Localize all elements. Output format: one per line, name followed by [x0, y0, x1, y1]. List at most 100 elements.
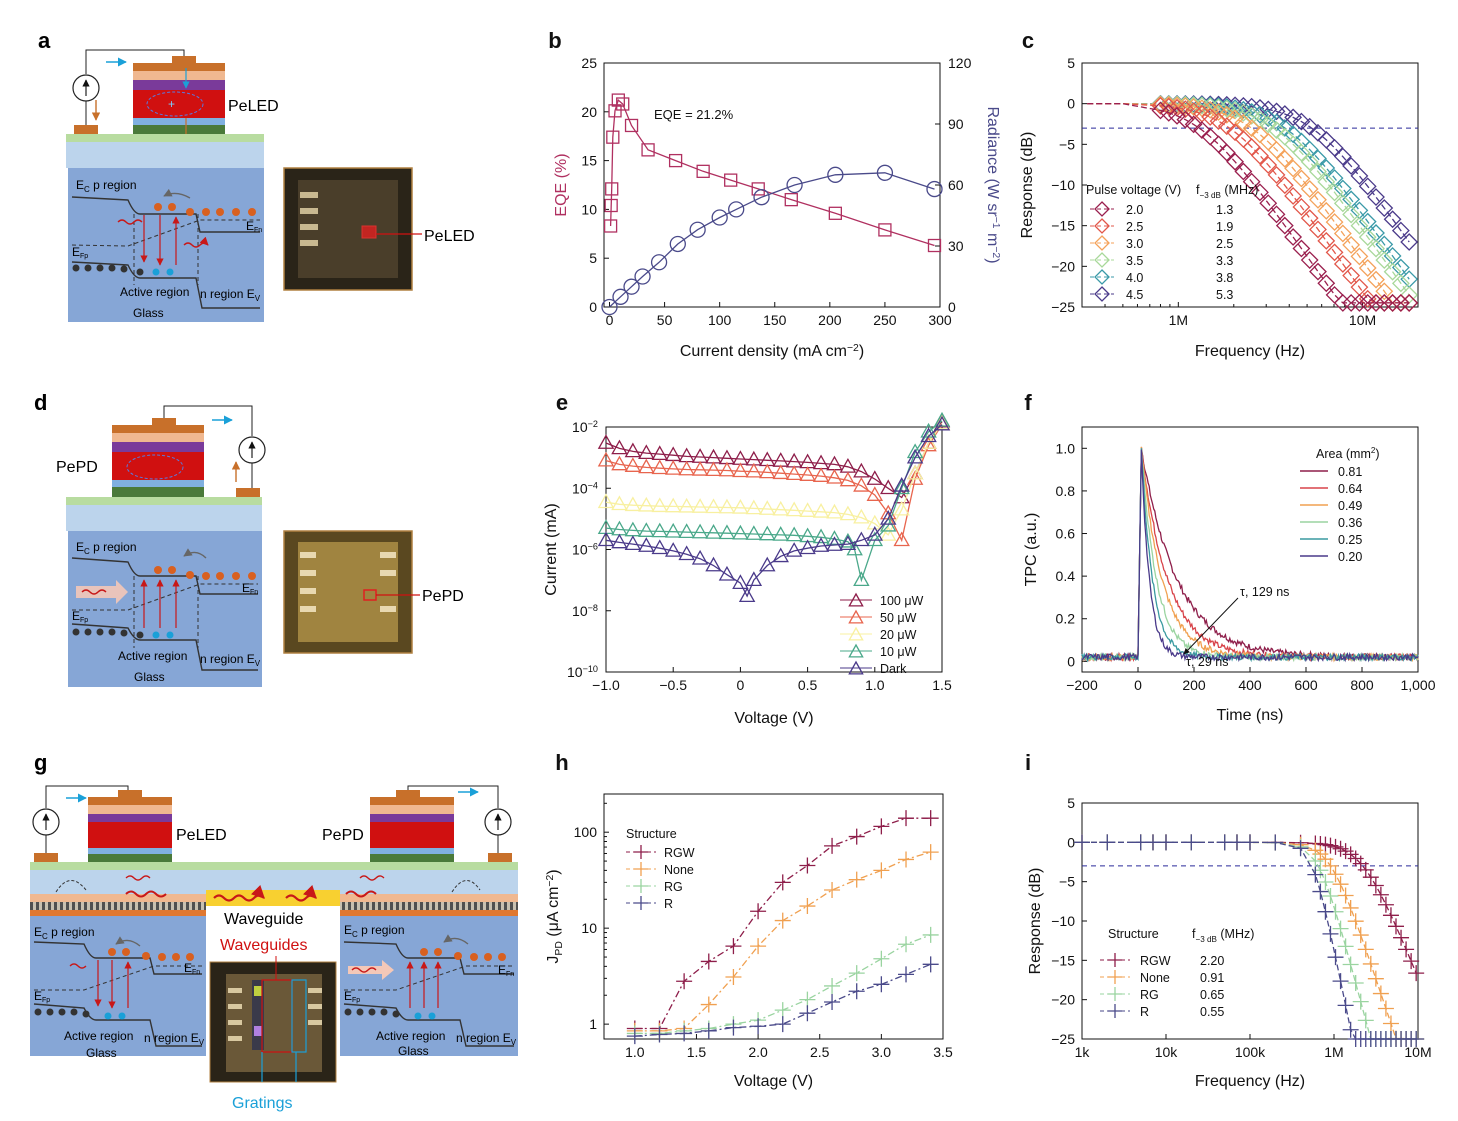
e-legend-marker	[848, 626, 864, 641]
e-point	[705, 556, 722, 572]
h-point	[848, 828, 865, 845]
i-point	[1342, 1021, 1359, 1038]
i-legend-title2: f−3 dB (MHz)	[1192, 927, 1254, 944]
e-xtick-label: −1.0	[592, 677, 620, 693]
panel-a-schematic: a + PeLED	[38, 28, 475, 322]
h-point	[898, 936, 915, 953]
c-point	[1400, 233, 1419, 251]
e-point	[880, 479, 897, 495]
svg-text:EFn: EFn	[242, 581, 258, 596]
h-point	[774, 1016, 791, 1033]
c-legend-name: 3.0	[1126, 237, 1143, 251]
b-point	[611, 93, 625, 107]
c-point	[1317, 201, 1336, 220]
h-point	[898, 851, 915, 868]
panel-g-schematic: g PeLED PePD	[30, 750, 518, 1112]
f-series-line-5	[1081, 449, 1419, 663]
e-point	[785, 542, 803, 557]
e-point	[651, 445, 668, 461]
e-point	[718, 524, 736, 540]
b-point	[876, 164, 894, 181]
e-point	[624, 496, 642, 512]
i-point	[1362, 869, 1379, 886]
c-point	[1217, 143, 1236, 162]
f-series-line-0	[1081, 449, 1419, 663]
e-point	[866, 514, 884, 530]
b-point	[724, 173, 738, 187]
b-point	[623, 278, 640, 295]
f-series-line-4	[1081, 448, 1419, 663]
e-point	[664, 542, 682, 557]
waveguide-label: Waveguide	[224, 911, 304, 928]
h-point	[774, 912, 791, 929]
c-legend-marker	[1094, 269, 1110, 285]
i-point	[1393, 929, 1410, 946]
e-legend-name: Dark	[880, 662, 907, 676]
c-point	[1267, 121, 1286, 140]
b-y2label: Radiance (W sr−1 m−2)	[984, 106, 1001, 263]
h-point	[700, 1022, 717, 1039]
pepd-label: PePD	[56, 459, 98, 476]
h-ytick-label: 1	[589, 1016, 597, 1032]
h-xtick-label: 2.0	[748, 1044, 768, 1060]
c-point	[1317, 274, 1336, 293]
c-point	[1267, 141, 1286, 159]
h-point	[799, 857, 816, 874]
b-y2tick-label: 90	[948, 116, 964, 132]
h-point	[922, 926, 939, 943]
i-ytick-label: −5	[1059, 874, 1075, 890]
i-point	[1074, 834, 1090, 851]
i-legend-name: R	[1140, 1005, 1149, 1019]
i-point	[1158, 834, 1174, 851]
c-legend-name: 2.5	[1126, 220, 1143, 234]
svg-text:Glass: Glass	[134, 670, 165, 684]
b-point	[878, 223, 892, 237]
e-point	[745, 571, 763, 587]
f-legend-title: Area (mm2)	[1316, 446, 1380, 461]
c-legend-title: Pulse voltage (V)	[1086, 183, 1181, 197]
i-point	[1332, 973, 1349, 990]
c-point	[1259, 194, 1278, 213]
c-legend-marker	[1094, 286, 1110, 302]
h-point	[873, 950, 890, 967]
f-series-line-1	[1081, 447, 1419, 663]
b-point	[604, 198, 618, 213]
c-point	[1292, 169, 1311, 188]
svg-text:EC p region: EC p region	[76, 178, 137, 194]
h-legend-name: RG	[664, 880, 683, 894]
peled-photo-label: PeLED	[424, 228, 475, 245]
e-legend-name: 20 μW	[880, 628, 917, 642]
h-point	[922, 956, 939, 973]
f-legend-name: 0.25	[1338, 533, 1362, 547]
svg-text:Active region: Active region	[118, 649, 187, 663]
c-point	[1242, 106, 1261, 125]
c-ytick-label: 5	[1067, 55, 1075, 71]
svg-text:EFn: EFn	[498, 963, 514, 978]
i-point	[1342, 899, 1359, 916]
c-point	[1350, 294, 1369, 312]
f-xtick-label: 600	[1294, 677, 1318, 693]
f-ytick-label: 0.2	[1056, 611, 1076, 627]
e-point	[691, 498, 709, 513]
i-xtick-label: 1k	[1075, 1044, 1091, 1060]
e-point	[638, 458, 655, 474]
e-point	[638, 537, 655, 552]
panel-label-i: i	[1025, 750, 1031, 775]
b-xlabel: Current density (mA cm−2)	[680, 343, 864, 360]
i-point	[1307, 852, 1324, 869]
h-point	[725, 968, 742, 985]
c-legend-marker	[1094, 218, 1110, 234]
b-point	[634, 268, 651, 285]
e-point	[866, 531, 884, 547]
c-point	[1275, 149, 1294, 168]
c-point	[1350, 216, 1369, 235]
e-point	[732, 462, 749, 478]
c-point	[1350, 166, 1369, 185]
e-point	[597, 451, 615, 467]
e-ytick-label: 10−8	[572, 603, 598, 619]
c-legend-name: 3.5	[1126, 254, 1143, 268]
h-legend-marker	[634, 879, 648, 893]
c-ytick-label: −10	[1051, 177, 1075, 193]
i-point	[1332, 920, 1349, 937]
b-point	[603, 219, 618, 233]
